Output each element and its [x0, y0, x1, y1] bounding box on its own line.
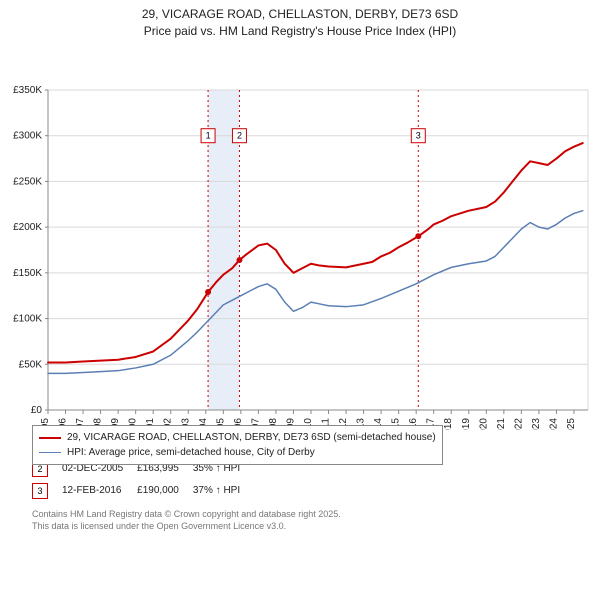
- svg-text:2020: 2020: [478, 417, 489, 429]
- svg-text:2: 2: [237, 130, 242, 140]
- legend-swatch: [39, 437, 61, 439]
- price-chart: £0£50K£100K£150K£200K£250K£300K£350K1995…: [0, 40, 600, 430]
- svg-text:2023: 2023: [531, 417, 542, 429]
- chart-title-line1: 29, VICARAGE ROAD, CHELLASTON, DERBY, DE…: [0, 0, 600, 23]
- footnote: Contains HM Land Registry data © Crown c…: [32, 508, 600, 533]
- sale-date: 12-FEB-2016: [62, 480, 137, 502]
- svg-text:£250K: £250K: [13, 176, 42, 187]
- legend-swatch: [39, 452, 61, 453]
- svg-text:2019: 2019: [461, 417, 472, 429]
- svg-text:£0: £0: [31, 405, 43, 416]
- svg-text:£200K: £200K: [13, 222, 42, 233]
- svg-text:£350K: £350K: [13, 85, 42, 96]
- svg-text:1: 1: [206, 130, 211, 140]
- footnote-line1: Contains HM Land Registry data © Crown c…: [32, 508, 600, 521]
- footnote-line2: This data is licensed under the Open Gov…: [32, 520, 600, 533]
- svg-text:2025: 2025: [566, 417, 577, 429]
- sale-diff: 37% ↑ HPI: [193, 480, 254, 502]
- legend: 29, VICARAGE ROAD, CHELLASTON, DERBY, DE…: [32, 425, 443, 465]
- legend-label: HPI: Average price, semi-detached house,…: [67, 445, 315, 460]
- svg-text:2021: 2021: [496, 417, 507, 429]
- svg-text:£150K: £150K: [13, 267, 42, 278]
- legend-item: HPI: Average price, semi-detached house,…: [39, 445, 436, 460]
- svg-text:2022: 2022: [513, 417, 524, 429]
- sale-marker-cell: 3: [32, 480, 62, 502]
- sale-price: £190,000: [137, 480, 193, 502]
- svg-text:3: 3: [416, 130, 421, 140]
- sale-marker: 3: [32, 483, 48, 499]
- svg-text:£100K: £100K: [13, 313, 42, 324]
- svg-text:2024: 2024: [548, 417, 559, 429]
- legend-label: 29, VICARAGE ROAD, CHELLASTON, DERBY, DE…: [67, 430, 436, 445]
- chart-container: 29, VICARAGE ROAD, CHELLASTON, DERBY, DE…: [0, 0, 600, 533]
- legend-item: 29, VICARAGE ROAD, CHELLASTON, DERBY, DE…: [39, 430, 436, 445]
- table-row: 3 12-FEB-2016£190,00037% ↑ HPI: [32, 480, 254, 502]
- svg-text:£300K: £300K: [13, 130, 42, 141]
- chart-title-line2: Price paid vs. HM Land Registry's House …: [0, 23, 600, 40]
- svg-text:2018: 2018: [443, 417, 454, 429]
- svg-text:£50K: £50K: [19, 359, 43, 370]
